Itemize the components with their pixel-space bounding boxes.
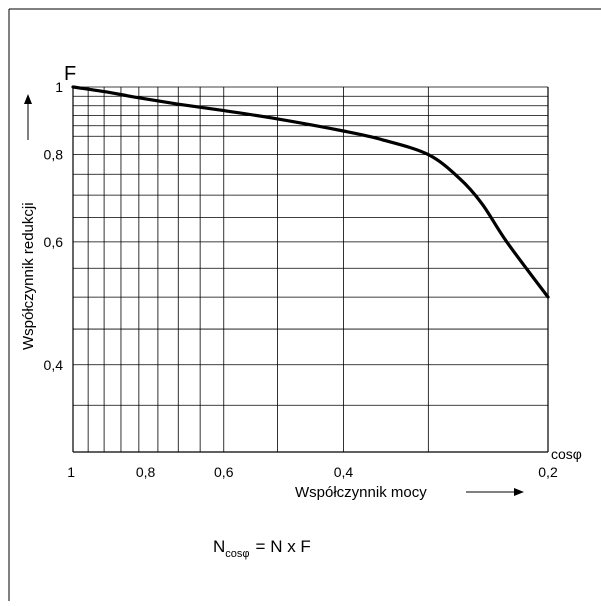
x-tick-labels: 1 0,8 0,6 0,4 0,2 bbox=[67, 464, 558, 480]
y-tick-labels: 1 0,8 0,6 0,4 bbox=[44, 79, 64, 373]
x-tick-label: 0,6 bbox=[214, 464, 234, 480]
x-axis-title: Współczynnik mocy bbox=[295, 484, 427, 501]
y-arrow-head bbox=[24, 94, 32, 104]
curve-layer bbox=[71, 85, 550, 299]
y-symbol: F bbox=[64, 63, 76, 85]
y-tick-label: 0,6 bbox=[44, 234, 64, 250]
y-axis-title: Współczynnik redukcji bbox=[20, 202, 37, 350]
formula-rhs: = N x F bbox=[256, 537, 311, 556]
reduction-curve bbox=[71, 85, 550, 299]
x-tick-label: 0,8 bbox=[136, 464, 156, 480]
formula: Ncosφ = N x F bbox=[213, 537, 311, 560]
x-gridlines bbox=[72, 87, 549, 452]
formula-lhs: N bbox=[213, 537, 225, 556]
y-tick-label: 0,4 bbox=[44, 357, 64, 373]
formula-subscript: cosφ bbox=[225, 548, 249, 560]
x-tick-label: 0,4 bbox=[334, 464, 354, 480]
y-tick-label: 0,8 bbox=[44, 147, 64, 163]
y-gridlines bbox=[73, 86, 548, 453]
x-symbol: cosφ bbox=[551, 446, 582, 462]
y-tick-label: 1 bbox=[55, 79, 63, 95]
x-arrow-head bbox=[514, 488, 524, 496]
x-tick-label: 0,2 bbox=[538, 464, 558, 480]
x-tick-label: 1 bbox=[67, 464, 75, 480]
